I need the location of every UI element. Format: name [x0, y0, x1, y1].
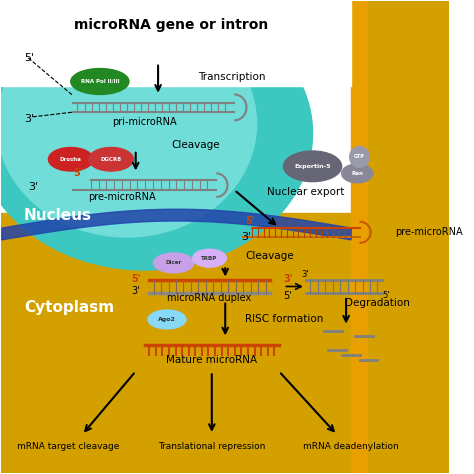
Text: TRBP: TRBP: [201, 255, 218, 261]
Text: DGCR8: DGCR8: [100, 157, 122, 162]
Ellipse shape: [148, 310, 186, 329]
Bar: [1, 213, 449, 473]
Ellipse shape: [283, 151, 342, 182]
Text: GTP: GTP: [354, 155, 365, 159]
Circle shape: [350, 146, 369, 167]
Text: 5': 5': [246, 216, 255, 226]
Text: 3': 3': [131, 286, 140, 296]
Text: Cytoplasm: Cytoplasm: [24, 300, 114, 315]
Text: Ran: Ran: [351, 171, 363, 176]
Text: 5': 5': [382, 291, 390, 300]
Text: Drosha: Drosha: [60, 157, 82, 162]
Text: Nuclear export: Nuclear export: [267, 187, 345, 197]
Ellipse shape: [193, 249, 227, 267]
Ellipse shape: [0, 11, 256, 237]
Text: 5': 5': [283, 291, 292, 301]
Text: Exportin-5: Exportin-5: [294, 164, 331, 169]
Text: Cleavage: Cleavage: [172, 140, 220, 150]
Text: mRNA target cleavage: mRNA target cleavage: [18, 442, 120, 451]
Ellipse shape: [342, 164, 373, 183]
Text: Dicer: Dicer: [165, 260, 182, 265]
Text: Degradation: Degradation: [345, 298, 410, 308]
Bar: [368, 1, 449, 473]
Text: Transcription: Transcription: [198, 72, 266, 82]
Text: 5': 5': [24, 53, 34, 63]
Text: 3': 3': [283, 274, 293, 284]
Text: pri-microRNA: pri-microRNA: [112, 117, 177, 127]
Text: 3': 3': [28, 182, 38, 191]
Text: 3': 3': [301, 270, 309, 279]
Text: microRNA duplex: microRNA duplex: [167, 293, 252, 303]
Text: pre-microRNA: pre-microRNA: [395, 228, 463, 237]
Text: RNA Pol II/III: RNA Pol II/III: [81, 79, 119, 84]
Text: mRNA deadenylation: mRNA deadenylation: [303, 442, 399, 451]
Text: Ago2: Ago2: [158, 317, 176, 322]
Bar: [351, 1, 449, 473]
Text: 3': 3': [24, 114, 34, 124]
Text: Cleavage: Cleavage: [246, 251, 294, 261]
Ellipse shape: [48, 147, 93, 171]
Text: 3': 3': [241, 232, 251, 242]
Text: microRNA gene or intron: microRNA gene or intron: [74, 18, 269, 32]
Bar: [1, 1, 351, 86]
Text: pre-microRNA: pre-microRNA: [89, 192, 156, 202]
Ellipse shape: [0, 0, 312, 270]
Text: Mature microRNA: Mature microRNA: [166, 355, 257, 365]
Text: RISC formation: RISC formation: [246, 314, 324, 325]
Text: 5': 5': [73, 168, 82, 178]
Ellipse shape: [154, 253, 194, 273]
Text: Translational repression: Translational repression: [158, 442, 265, 451]
Ellipse shape: [89, 147, 134, 171]
Text: 5': 5': [131, 274, 140, 284]
Ellipse shape: [71, 69, 129, 94]
Text: Nucleus: Nucleus: [24, 208, 92, 223]
